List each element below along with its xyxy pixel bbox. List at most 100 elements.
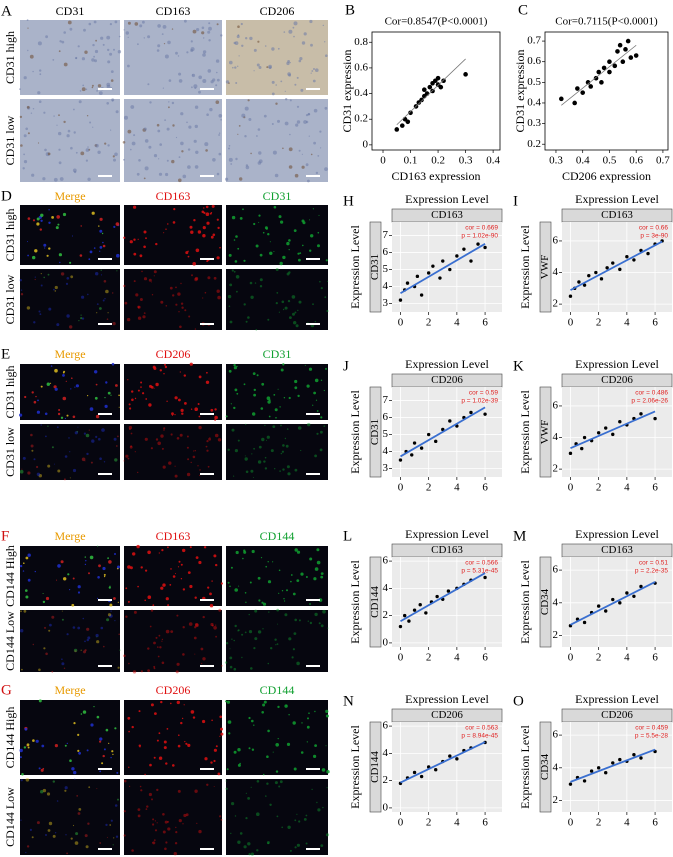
texture [133,134,136,137]
texture [220,732,224,736]
texture [40,385,43,388]
texture [78,320,80,322]
texture [99,737,103,741]
texture [35,739,39,743]
texture [125,615,128,618]
texture [102,244,106,248]
texture [116,771,119,774]
texture [291,656,294,659]
texture [290,574,293,576]
texture [325,833,330,837]
texture [194,653,196,655]
texture [243,845,247,849]
texture [102,43,105,46]
texture [194,124,198,129]
texture [254,637,258,641]
data-point [483,245,487,250]
texture [193,84,198,89]
texture [138,159,141,162]
texture [288,637,292,641]
texture [209,437,211,439]
texture [177,789,181,793]
texture [276,815,279,818]
texture [316,801,318,804]
texture [230,163,233,165]
texture [230,832,232,835]
texture [112,844,114,846]
data-point [611,432,615,437]
texture [277,388,279,390]
texture [282,308,285,311]
texture [26,845,30,848]
texture [248,630,253,634]
micrograph [226,99,328,182]
texture [45,596,50,601]
plot-area [562,222,672,312]
texture [160,300,164,304]
facet-label: CD206 [431,709,463,721]
texture [207,586,210,589]
texture [84,640,86,643]
texture [165,597,169,601]
texture [254,282,257,284]
texture [144,166,149,171]
texture [225,415,228,418]
texture [217,295,221,300]
x-tick-label: 6 [482,317,488,329]
y-strip [539,386,552,478]
texture [174,414,176,416]
data-point [604,771,608,775]
texture [301,722,303,724]
texture [162,465,166,469]
texture [204,757,208,761]
chart-title: Expression Level [575,192,659,206]
texture [153,275,155,277]
texture [187,571,191,574]
texture [233,366,237,370]
texture [278,592,280,594]
texture [196,822,198,825]
texture [326,770,330,774]
texture [137,316,142,320]
texture [144,773,146,776]
texture [32,643,34,646]
texture [283,397,286,399]
texture [205,445,208,448]
texture [38,474,42,478]
texture [284,613,288,617]
texture [206,371,208,374]
row-label: CD31 high [3,31,17,84]
texture [47,829,51,832]
texture [189,546,192,549]
texture [74,386,76,388]
texture [72,468,77,473]
texture [187,165,191,169]
data-point [633,53,639,58]
texture [319,448,323,452]
texture [80,151,85,156]
texture [251,719,254,723]
texture [51,670,54,673]
texture [194,407,198,412]
texture [107,391,111,395]
y-tick-label: 2 [553,794,559,806]
micrograph [226,364,328,420]
texture [150,447,153,450]
texture [161,661,165,665]
texture [77,749,80,753]
texture [282,363,285,366]
texture [289,316,292,319]
texture [160,586,164,590]
column-header: Merge [54,347,85,361]
texture [307,717,309,720]
data-point [589,769,594,773]
data-point [620,59,626,65]
texture [233,270,236,273]
texture [144,599,146,602]
texture [109,585,111,587]
x-tick-label: 0 [568,317,574,329]
row-label: CD31 low [3,274,17,324]
texture [190,230,194,234]
texture [19,279,22,282]
texture [98,437,101,441]
